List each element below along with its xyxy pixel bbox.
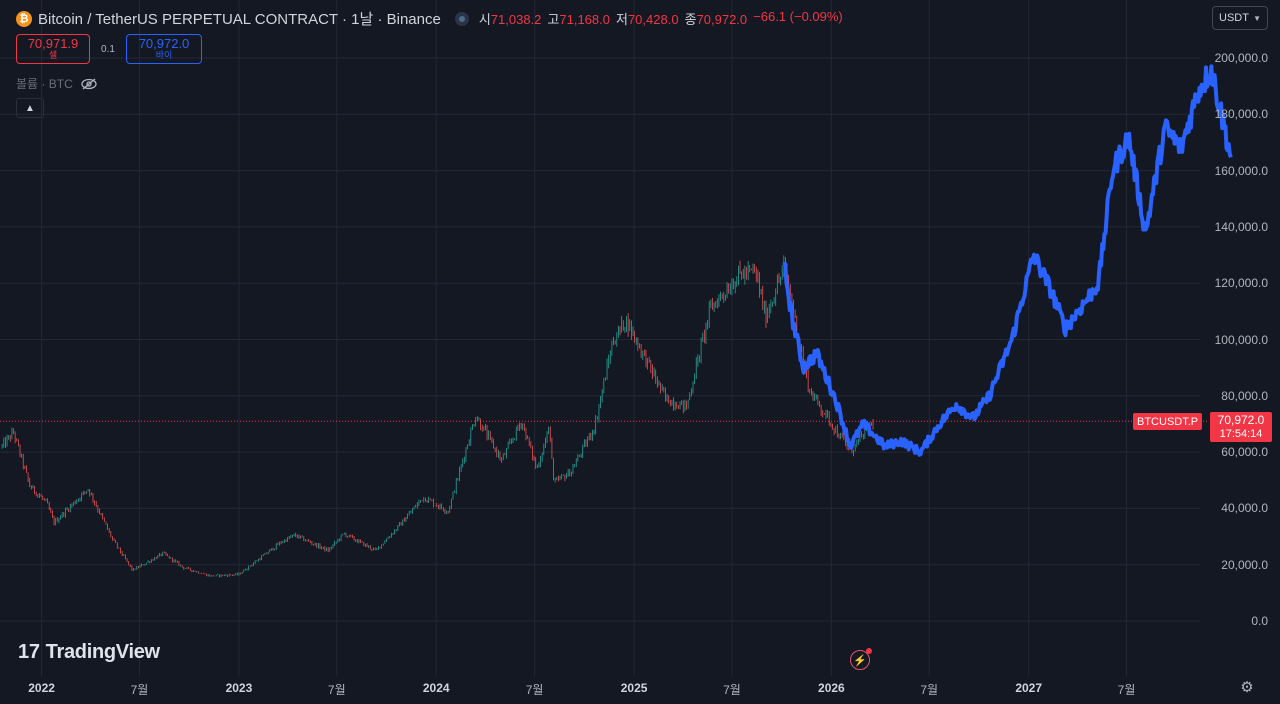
x-tick-label: 7월 (920, 683, 939, 697)
ohlc-values: 시71,038.2 고71,168.0 저70,428.0 종70,972.0 … (479, 9, 843, 28)
currency-value: USDT (1219, 12, 1249, 24)
close-label: 종 (684, 12, 697, 27)
bitcoin-icon: ₿ (16, 10, 32, 27)
y-tick-label: 40,000.0 (1221, 501, 1268, 516)
buy-price: 70,972.0 (138, 35, 190, 51)
current-price-tag: 70,972.0 17:54:14 (1210, 412, 1272, 442)
projection-line (782, 64, 1233, 457)
chevron-down-icon: ▼ (1253, 13, 1261, 23)
market-status-icon[interactable] (454, 11, 469, 26)
open-label: 시 (478, 12, 491, 27)
logo-text: TradingView (45, 641, 160, 663)
high-label: 고 (547, 12, 560, 27)
close-value: 70,972.0 (696, 12, 748, 27)
x-tick-label: 7월 (130, 683, 149, 697)
sell-button[interactable]: 70,971.9 셀 (16, 34, 90, 64)
spread-value: 0.1 (101, 43, 115, 55)
sell-label: 셀 (48, 50, 58, 61)
tradingview-logo-icon: 17 (18, 641, 40, 663)
low-value: 70,428.0 (627, 12, 679, 27)
candle-series (1, 255, 874, 578)
open-value: 71,038.2 (490, 12, 542, 27)
y-tick-label: 140,000.0 (1214, 219, 1268, 234)
y-tick-label: 100,000.0 (1214, 332, 1268, 347)
y-tick-label: 200,000.0 (1214, 51, 1268, 65)
symbol-title[interactable]: Bitcoin / TetherUS PERPETUAL CONTRACT · … (38, 11, 441, 28)
current-price-value: 70,972.0 (1217, 412, 1265, 427)
symbol-price-tag: BTCUSDT.P (1133, 413, 1203, 430)
x-tick-label: 7월 (1117, 683, 1136, 697)
volume-label: 볼륨 · BTC (16, 77, 73, 91)
currency-select[interactable]: USDT ▼ (1212, 6, 1268, 30)
x-tick-label: 2026 (818, 681, 845, 695)
x-tick-label: 7월 (525, 683, 544, 697)
x-tick-label: 7월 (723, 683, 741, 697)
lightning-icon[interactable]: ⚡ (850, 648, 872, 670)
bar-countdown: 17:54:14 (1219, 427, 1263, 440)
change-value: −66.1 (−0.09%) (753, 9, 843, 24)
buy-label: 바이 (155, 50, 173, 61)
chart-grid (0, 0, 1200, 676)
eye-hidden-icon[interactable] (81, 78, 97, 90)
y-tick-label: 0.0 (1251, 614, 1268, 628)
y-tick-label: 180,000.0 (1214, 107, 1268, 122)
collapse-legend-button[interactable]: ▲ (16, 98, 44, 118)
y-tick-label: 120,000.0 (1214, 276, 1268, 291)
x-tick-label: 2023 (225, 681, 253, 695)
low-label: 저 (615, 12, 628, 27)
settings-gear-icon[interactable]: ⚙ (1240, 679, 1254, 696)
y-tick-label: 160,000.0 (1214, 163, 1268, 178)
y-tick-label: 60,000.0 (1221, 445, 1268, 460)
trade-panel: 70,971.9 셀 0.1 70,972.0 바이 (16, 34, 202, 64)
x-tick-label: 2025 (620, 681, 648, 695)
buy-button[interactable]: 70,972.0 바이 (126, 34, 202, 64)
y-tick-label: 80,000.0 (1221, 388, 1268, 403)
y-tick-label: 20,000.0 (1221, 557, 1268, 572)
chart-header: ₿ Bitcoin / TetherUS PERPETUAL CONTRACT … (16, 8, 843, 29)
volume-indicator[interactable]: 볼륨 · BTC (16, 75, 97, 92)
chevron-up-icon: ▲ (25, 102, 35, 114)
x-tick-label: 2024 (422, 681, 450, 695)
sell-price: 70,971.9 (27, 35, 79, 51)
high-value: 71,168.0 (559, 12, 610, 27)
tradingview-logo[interactable]: 17 TradingView (18, 641, 160, 664)
x-tick-label: 7월 (327, 683, 346, 697)
x-tick-label: 2027 (1015, 681, 1043, 695)
x-tick-label: 2022 (28, 681, 55, 695)
projection-series (782, 64, 1233, 457)
